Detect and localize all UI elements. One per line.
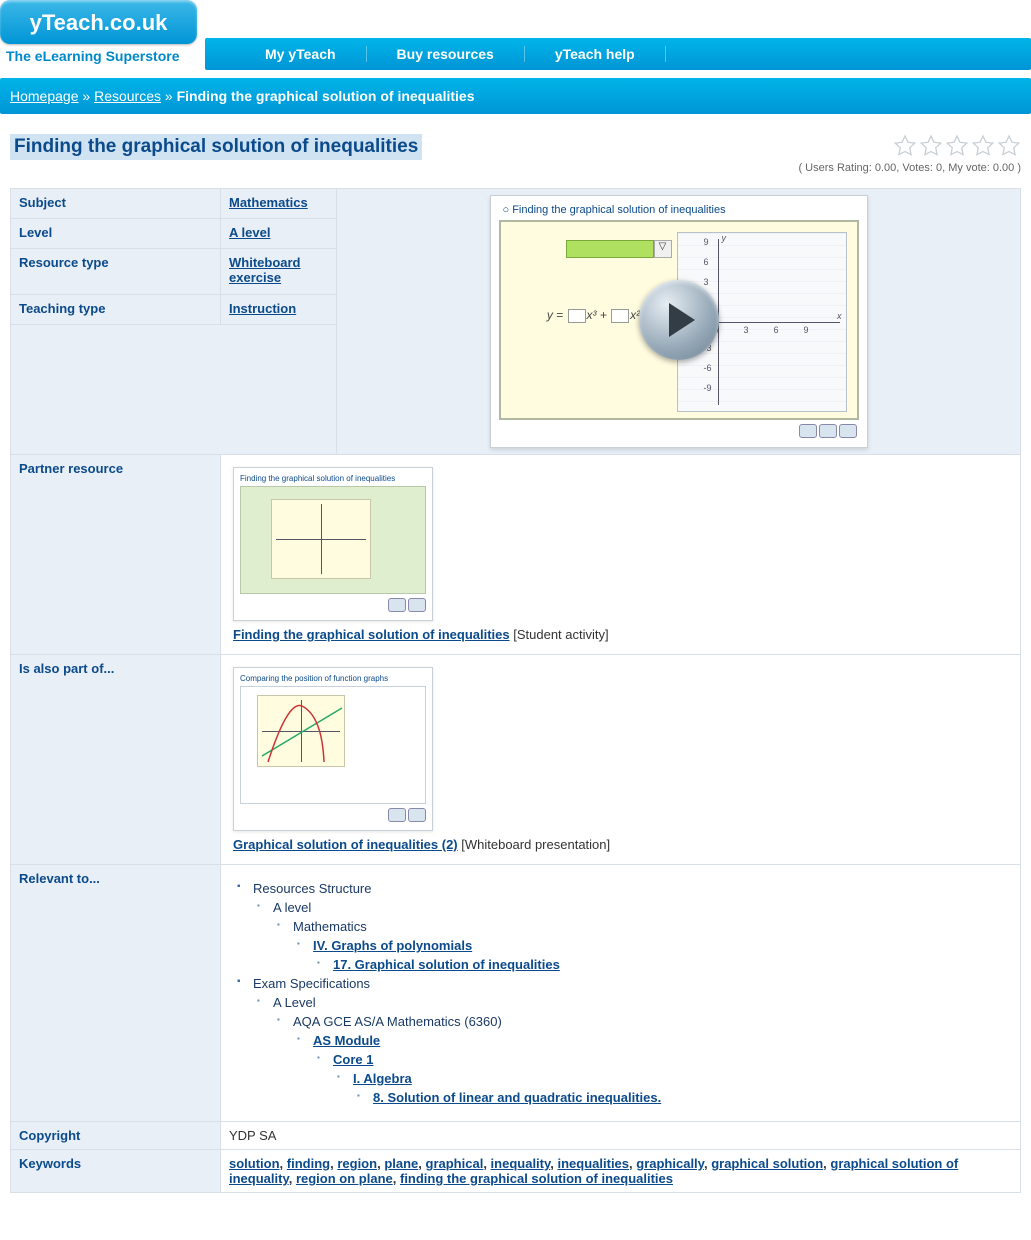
tree-node[interactable]: 8. Solution of linear and quadratic ineq… <box>373 1090 661 1105</box>
keyword-link[interactable]: inequality <box>491 1156 551 1171</box>
tool-icon[interactable] <box>839 424 857 438</box>
related-note: [Student activity] <box>510 627 609 642</box>
play-icon <box>669 303 695 337</box>
meta-label: Subject <box>11 189 221 219</box>
tree-node: Mathematics <box>293 919 367 934</box>
section-label: Copyright <box>11 1122 221 1150</box>
tree-node[interactable]: IV. Graphs of polynomials <box>313 938 472 953</box>
nav-yteach-help[interactable]: yTeach help <box>525 46 666 62</box>
rating-text: ( Users Rating: 0.00, Votes: 0, My vote:… <box>798 162 1021 174</box>
section-label: Relevant to... <box>11 865 221 1122</box>
thumbnail[interactable]: Comparing the position of function graph… <box>233 667 433 831</box>
keyword-link[interactable]: finding the graphical solution of inequa… <box>400 1171 673 1186</box>
keyword-link[interactable]: graphical solution <box>711 1156 823 1171</box>
section-label: Is also part of... <box>11 655 221 865</box>
tree-node[interactable]: AS Module <box>313 1033 380 1048</box>
meta-value-link[interactable]: Instruction <box>229 301 296 316</box>
keyword-link[interactable]: solution <box>229 1156 280 1171</box>
keyword-link[interactable]: region <box>337 1156 377 1171</box>
breadcrumb-item[interactable]: Homepage <box>10 88 79 104</box>
tree-node: Exam Specifications <box>253 976 370 991</box>
star-icon[interactable] <box>893 134 917 158</box>
keyword-link[interactable]: inequalities <box>558 1156 630 1171</box>
play-button[interactable] <box>639 280 719 360</box>
rating-stars[interactable] <box>798 134 1021 158</box>
keyword-link[interactable]: graphically <box>636 1156 704 1171</box>
top-nav: My yTeach Buy resources yTeach help <box>205 38 1031 70</box>
breadcrumb: Homepage » Resources » Finding the graph… <box>0 78 1031 114</box>
breadcrumb-item[interactable]: Resources <box>94 88 161 104</box>
meta-label: Level <box>11 218 221 248</box>
related-link[interactable]: Graphical solution of inequalities (2) <box>233 837 458 852</box>
copyright-value: YDP SA <box>221 1122 1021 1150</box>
section-label: Partner resource <box>11 455 221 655</box>
keyword-link[interactable]: graphical <box>426 1156 484 1171</box>
thumbnail[interactable]: Finding the graphical solution of inequa… <box>233 467 433 621</box>
related-note: [Whiteboard presentation] <box>458 837 610 852</box>
breadcrumb-item: Finding the graphical solution of inequa… <box>177 88 475 104</box>
nav-my-yteach[interactable]: My yTeach <box>235 46 367 62</box>
section-content: Resources Structure A level Mathematics IV.… <box>221 865 1021 1122</box>
tree-node: A level <box>273 900 311 915</box>
star-icon[interactable] <box>997 134 1021 158</box>
meta-value-link[interactable]: Whiteboard exercise <box>229 255 301 285</box>
section-content: Finding the graphical solution of inequa… <box>221 455 1021 655</box>
logo-tagline: The eLearning Superstore <box>0 46 205 70</box>
meta-value-link[interactable]: Mathematics <box>229 195 308 210</box>
tree-node[interactable]: 17. Graphical solution of inequalities <box>333 957 560 972</box>
details-table: Subject Mathematics ○ Finding the graphic… <box>11 189 1021 1193</box>
preview-title: ○ Finding the graphical solution of ineq… <box>499 202 859 220</box>
meta-label: Teaching type <box>11 294 221 324</box>
keyword-link[interactable]: plane <box>384 1156 418 1171</box>
section-label: Keywords <box>11 1150 221 1193</box>
meta-value-link[interactable]: A level <box>229 225 270 240</box>
logo-main: yTeach.co.uk <box>0 0 197 44</box>
star-icon[interactable] <box>945 134 969 158</box>
keyword-link[interactable]: region on plane <box>296 1171 393 1186</box>
tree-node[interactable]: Core 1 <box>333 1052 373 1067</box>
keywords-value: solution, finding, region, plane, graphi… <box>221 1150 1021 1193</box>
preview-cell: ○ Finding the graphical solution of ineq… <box>337 189 1021 455</box>
nav-buy-resources[interactable]: Buy resources <box>367 46 525 62</box>
tool-icon[interactable] <box>799 424 817 438</box>
tree-node: Resources Structure <box>253 881 372 896</box>
tree-node: A Level <box>273 995 316 1010</box>
tree-node: AQA GCE AS/A Mathematics (6360) <box>293 1014 502 1029</box>
star-icon[interactable] <box>919 134 943 158</box>
section-content: Comparing the position of function graph… <box>221 655 1021 865</box>
rating-box: ( Users Rating: 0.00, Votes: 0, My vote:… <box>798 134 1021 174</box>
star-icon[interactable] <box>971 134 995 158</box>
tool-icon[interactable] <box>819 424 837 438</box>
keyword-link[interactable]: finding <box>287 1156 330 1171</box>
tree-node[interactable]: I. Algebra <box>353 1071 412 1086</box>
page-title: Finding the graphical solution of inequa… <box>10 134 422 160</box>
logo[interactable]: yTeach.co.uk The eLearning Superstore <box>0 0 205 70</box>
meta-label: Resource type <box>11 248 221 294</box>
related-link[interactable]: Finding the graphical solution of inequa… <box>233 627 510 642</box>
resource-preview: ○ Finding the graphical solution of ineq… <box>490 195 868 448</box>
